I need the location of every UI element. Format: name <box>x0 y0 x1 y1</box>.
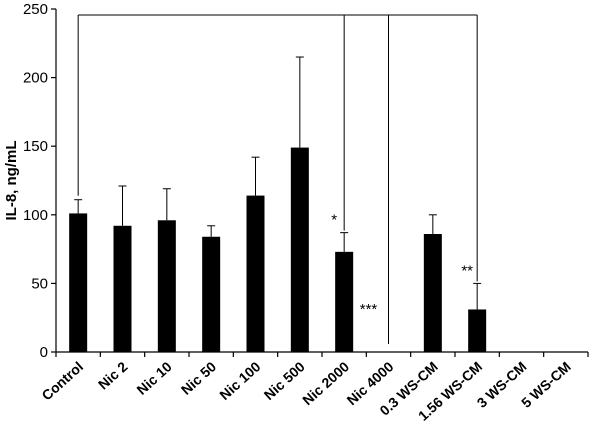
y-axis: 0 50 100 150 200 250 <box>23 1 57 361</box>
x-tick-label: Nic 50 <box>178 358 220 398</box>
comparison-brackets <box>77 14 478 344</box>
significance-marker: *** <box>360 301 378 318</box>
bars <box>69 147 487 352</box>
significance-marker: ** <box>461 262 473 279</box>
bar <box>335 251 354 352</box>
x-tick-label: Nic 2000 <box>299 358 352 408</box>
y-tick-label: 200 <box>23 70 48 87</box>
y-axis-label: IL-8, ng/mL <box>3 141 20 221</box>
bar <box>69 213 88 352</box>
significance-marker: * <box>331 212 337 229</box>
bar <box>290 147 309 352</box>
y-tick-label: 0 <box>40 344 48 361</box>
x-tick-label: Nic 10 <box>133 358 175 398</box>
bar <box>202 236 221 352</box>
x-axis <box>55 351 589 357</box>
x-tick-label: 5 WS-CM <box>518 358 574 410</box>
y-tick-label: 100 <box>23 207 48 224</box>
bar <box>423 234 442 352</box>
bar <box>468 309 487 352</box>
bar <box>113 225 132 352</box>
bar <box>157 220 176 352</box>
error-bars <box>74 56 482 310</box>
y-tick-label: 50 <box>31 275 48 292</box>
y-tick-label: 250 <box>23 1 48 18</box>
significance-annotations: ****** <box>331 212 473 318</box>
x-tick-label: Nic 100 <box>216 358 263 403</box>
x-tick-label: Nic 2 <box>95 358 131 392</box>
bar <box>246 195 265 352</box>
x-tick-label: Control <box>38 358 86 403</box>
y-tick-label: 150 <box>23 138 48 155</box>
